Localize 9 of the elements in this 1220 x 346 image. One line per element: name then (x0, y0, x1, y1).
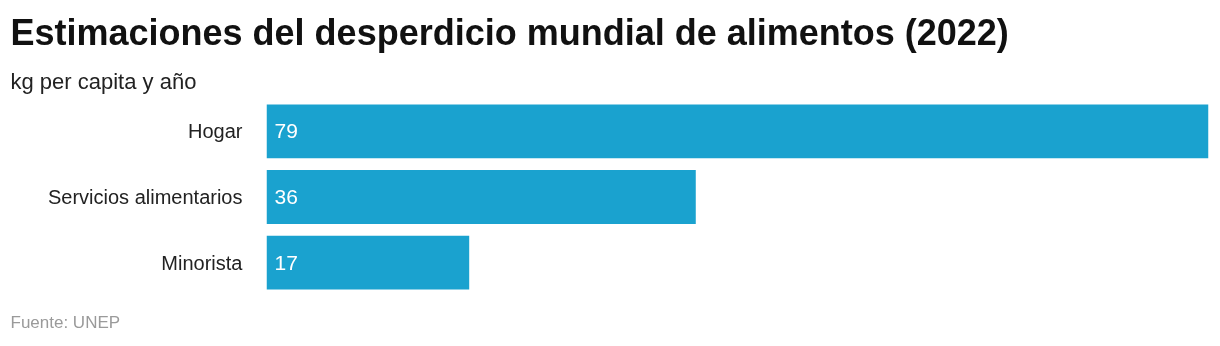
y-tick-label: Minorista (161, 251, 244, 274)
data-label: 36 (274, 185, 298, 208)
y-tick-label: Hogar (188, 120, 243, 143)
y-tick-label: Servicios alimentarios (47, 186, 243, 208)
data-label: 79 (274, 119, 298, 143)
chart-subtitle: kg per capita y año (10, 68, 197, 94)
data-label: 17 (274, 250, 298, 274)
chart-title: Estimaciones del desperdicio mundial de alimentos (2022) (10, 11, 1009, 53)
source-note: Fuente: UNEP (10, 312, 121, 332)
